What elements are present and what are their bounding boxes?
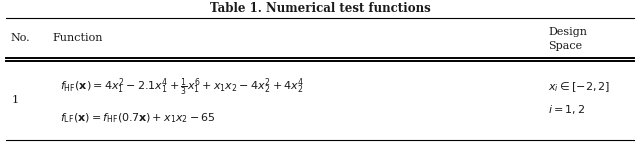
Text: $i=1,2$: $i=1,2$ <box>548 104 586 116</box>
Text: $x_i\in[-2,2]$: $x_i\in[-2,2]$ <box>548 80 611 94</box>
Text: Function: Function <box>52 33 102 43</box>
Text: 1: 1 <box>12 95 19 105</box>
Text: Space: Space <box>548 41 582 51</box>
Text: Table 1. Numerical test functions: Table 1. Numerical test functions <box>210 1 430 15</box>
Text: No.: No. <box>10 33 29 43</box>
Text: $f_{\mathrm{HF}}(\mathbf{x})=4x_1^2-2.1x_1^4+\frac{1}{3}x_1^6+x_1x_2-4x_2^2+4x_2: $f_{\mathrm{HF}}(\mathbf{x})=4x_1^2-2.1x… <box>60 76 304 98</box>
Text: $f_{\mathrm{LF}}(\mathbf{x})=f_{\mathrm{HF}}(0.7\mathbf{x})+x_1x_2-65$: $f_{\mathrm{LF}}(\mathbf{x})=f_{\mathrm{… <box>60 111 216 125</box>
Text: Design: Design <box>548 27 587 37</box>
